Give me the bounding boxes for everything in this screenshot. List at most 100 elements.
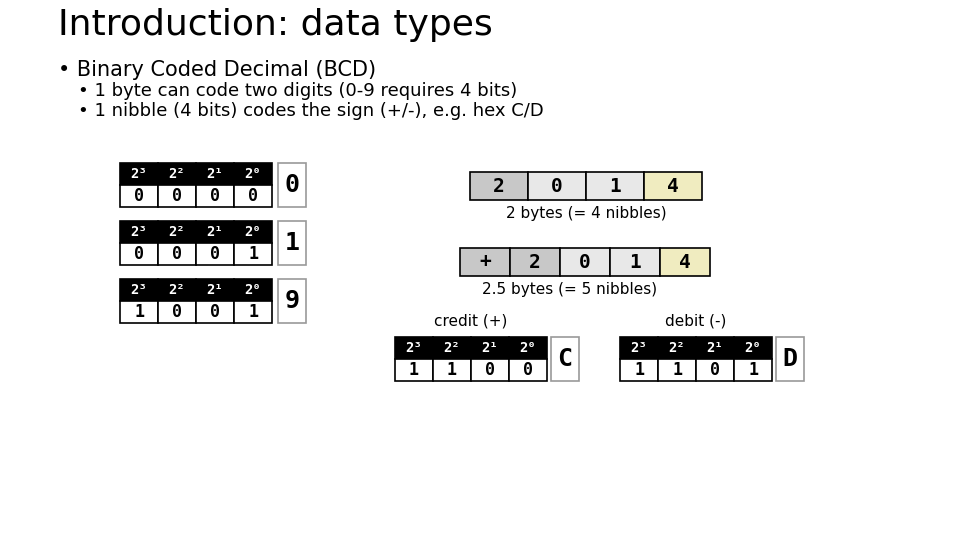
Text: 1: 1: [248, 303, 258, 321]
Bar: [433, 337, 471, 359]
Text: 2: 2: [529, 253, 540, 272]
Bar: [471, 359, 509, 381]
Text: 2³: 2³: [131, 283, 148, 297]
Text: 4: 4: [667, 177, 679, 195]
Text: 0: 0: [172, 187, 182, 205]
Text: 1: 1: [134, 303, 144, 321]
Bar: [586, 172, 644, 200]
Text: 1: 1: [248, 245, 258, 263]
Bar: [196, 301, 234, 323]
Text: 2²: 2²: [169, 283, 185, 297]
Bar: [234, 221, 272, 243]
Bar: [158, 185, 196, 207]
Text: 2⁰: 2⁰: [245, 225, 261, 239]
Text: 0: 0: [210, 303, 220, 321]
Text: 2²: 2²: [668, 341, 685, 355]
Text: 2⁰: 2⁰: [245, 167, 261, 181]
Bar: [158, 163, 196, 185]
Text: 2¹: 2¹: [707, 341, 724, 355]
Bar: [620, 359, 658, 381]
Text: 2.5 bytes (= 5 nibbles): 2.5 bytes (= 5 nibbles): [483, 282, 658, 297]
Text: • 1 nibble (4 bits) codes the sign (+/-), e.g. hex C/D: • 1 nibble (4 bits) codes the sign (+/-)…: [78, 102, 543, 120]
Bar: [196, 185, 234, 207]
Text: 0: 0: [210, 187, 220, 205]
Bar: [158, 279, 196, 301]
Bar: [528, 172, 586, 200]
Bar: [120, 301, 158, 323]
Text: 0: 0: [134, 245, 144, 263]
Bar: [158, 301, 196, 323]
Bar: [776, 337, 804, 381]
Text: 0: 0: [172, 245, 182, 263]
Bar: [734, 337, 772, 359]
Bar: [610, 248, 660, 276]
Bar: [234, 163, 272, 185]
Bar: [696, 359, 734, 381]
Bar: [658, 337, 696, 359]
Text: 2¹: 2¹: [482, 341, 498, 355]
Bar: [120, 221, 158, 243]
Bar: [158, 221, 196, 243]
Bar: [234, 243, 272, 265]
Bar: [278, 279, 306, 323]
Bar: [560, 248, 610, 276]
Bar: [234, 185, 272, 207]
Bar: [196, 163, 234, 185]
Text: 2²: 2²: [169, 167, 185, 181]
Bar: [120, 243, 158, 265]
Bar: [660, 248, 710, 276]
Bar: [551, 337, 579, 381]
Text: 2³: 2³: [131, 167, 148, 181]
Bar: [509, 337, 547, 359]
Bar: [234, 301, 272, 323]
Text: 1: 1: [447, 361, 457, 379]
Text: 9: 9: [284, 289, 300, 313]
Text: 2¹: 2¹: [206, 283, 224, 297]
Text: 2³: 2³: [406, 341, 422, 355]
Text: 1: 1: [610, 177, 621, 195]
Text: 4: 4: [679, 253, 691, 272]
Bar: [395, 359, 433, 381]
Bar: [196, 243, 234, 265]
Text: 2³: 2³: [131, 225, 148, 239]
Bar: [471, 337, 509, 359]
Text: 1: 1: [672, 361, 682, 379]
Text: debit (-): debit (-): [665, 314, 727, 329]
Bar: [234, 279, 272, 301]
Bar: [696, 337, 734, 359]
Bar: [158, 243, 196, 265]
Text: credit (+): credit (+): [434, 314, 508, 329]
Text: 2¹: 2¹: [206, 225, 224, 239]
Text: 0: 0: [579, 253, 590, 272]
Text: Introduction: data types: Introduction: data types: [58, 8, 492, 42]
Bar: [620, 337, 658, 359]
Bar: [658, 359, 696, 381]
Text: 1: 1: [409, 361, 419, 379]
Text: 2: 2: [493, 177, 505, 195]
Text: 0: 0: [485, 361, 495, 379]
Text: 0: 0: [134, 187, 144, 205]
Bar: [395, 337, 433, 359]
Bar: [196, 279, 234, 301]
Text: 0: 0: [248, 187, 258, 205]
Text: 2 bytes (= 4 nibbles): 2 bytes (= 4 nibbles): [506, 206, 666, 221]
Text: 0: 0: [523, 361, 533, 379]
Text: • 1 byte can code two digits (0-9 requires 4 bits): • 1 byte can code two digits (0-9 requir…: [78, 82, 517, 100]
Bar: [470, 172, 528, 200]
Text: 0: 0: [172, 303, 182, 321]
Bar: [510, 248, 560, 276]
Text: +: +: [479, 253, 491, 272]
Text: 2⁰: 2⁰: [745, 341, 761, 355]
Text: 2²: 2²: [169, 225, 185, 239]
Text: C: C: [558, 347, 572, 371]
Text: 0: 0: [210, 245, 220, 263]
Bar: [734, 359, 772, 381]
Bar: [120, 279, 158, 301]
Bar: [120, 185, 158, 207]
Bar: [509, 359, 547, 381]
Text: 0: 0: [710, 361, 720, 379]
Bar: [196, 221, 234, 243]
Text: • Binary Coded Decimal (BCD): • Binary Coded Decimal (BCD): [58, 60, 376, 80]
Text: 1: 1: [629, 253, 641, 272]
Text: 1: 1: [634, 361, 644, 379]
